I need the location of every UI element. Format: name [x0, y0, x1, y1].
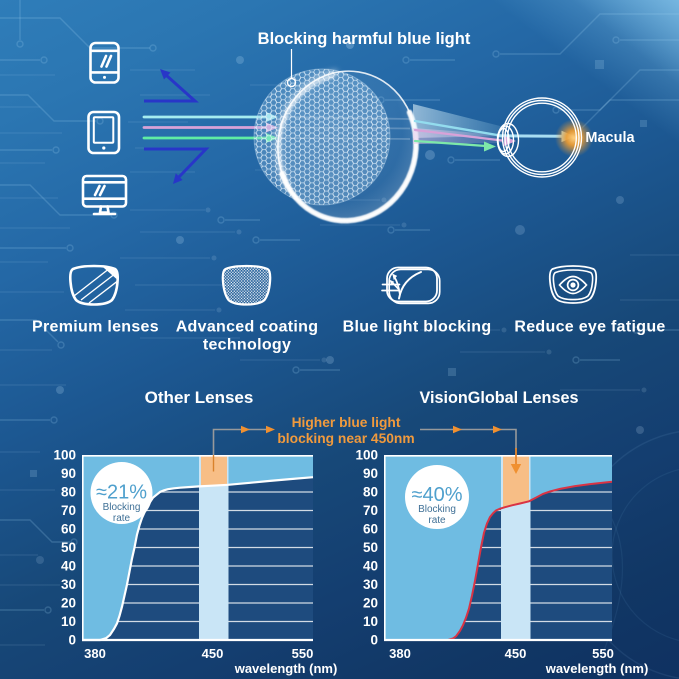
svg-text:50: 50	[363, 540, 378, 555]
svg-text:Reduce eye fatigue: Reduce eye fatigue	[514, 319, 665, 336]
svg-text:100: 100	[53, 447, 76, 462]
svg-text:80: 80	[61, 484, 76, 499]
svg-text:rate: rate	[113, 513, 131, 524]
svg-text:450: 450	[505, 646, 527, 661]
svg-text:20: 20	[61, 595, 76, 610]
svg-text:Premium lenses: Premium lenses	[32, 319, 159, 336]
svg-text:550: 550	[592, 646, 614, 661]
svg-text:10: 10	[61, 614, 76, 629]
svg-text:Blocking harmful blue light: Blocking harmful blue light	[258, 30, 471, 48]
svg-text:Macula: Macula	[585, 130, 635, 146]
svg-text:wavelength (nm): wavelength (nm)	[234, 661, 338, 676]
svg-text:Higher blue light: Higher blue light	[292, 415, 401, 430]
svg-text:80: 80	[363, 484, 378, 499]
svg-text:VisionGlobal Lenses: VisionGlobal Lenses	[420, 389, 579, 407]
svg-text:60: 60	[61, 521, 76, 536]
svg-text:rate: rate	[428, 515, 446, 526]
svg-text:380: 380	[84, 646, 106, 661]
svg-text:≈40%: ≈40%	[411, 484, 462, 506]
svg-text:40: 40	[363, 558, 378, 573]
svg-text:≈21%: ≈21%	[96, 482, 147, 504]
svg-text:380: 380	[389, 646, 411, 661]
svg-text:blocking near 450nm: blocking near 450nm	[277, 431, 414, 446]
svg-text:70: 70	[363, 503, 378, 518]
svg-text:Advanced coating: Advanced coating	[176, 319, 319, 336]
svg-text:90: 90	[363, 466, 378, 481]
svg-text:30: 30	[61, 577, 76, 592]
svg-text:60: 60	[363, 521, 378, 536]
svg-text:Blocking: Blocking	[103, 502, 141, 513]
svg-text:Blocking: Blocking	[418, 504, 456, 515]
svg-text:100: 100	[355, 447, 378, 462]
svg-text:10: 10	[363, 614, 378, 629]
svg-text:wavelength (nm): wavelength (nm)	[545, 661, 649, 676]
svg-text:0: 0	[68, 632, 76, 647]
svg-text:550: 550	[292, 646, 314, 661]
svg-text:50: 50	[61, 540, 76, 555]
svg-text:Blue light blocking: Blue light blocking	[343, 319, 492, 336]
svg-text:20: 20	[363, 595, 378, 610]
svg-text:Other Lenses: Other Lenses	[145, 388, 254, 407]
svg-text:450: 450	[202, 646, 224, 661]
svg-text:0: 0	[370, 632, 378, 647]
svg-text:40: 40	[61, 558, 76, 573]
svg-text:30: 30	[363, 577, 378, 592]
svg-text:70: 70	[61, 503, 76, 518]
svg-text:technology: technology	[203, 337, 291, 354]
svg-text:90: 90	[61, 466, 76, 481]
